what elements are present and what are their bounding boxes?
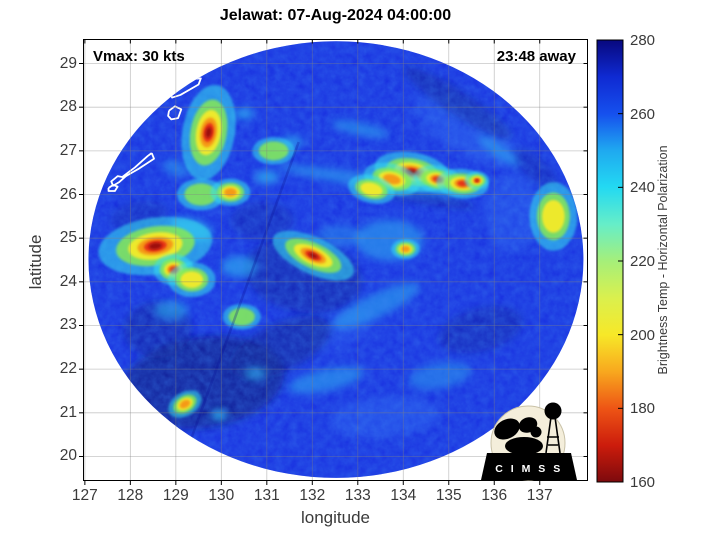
coastline-contour: [107, 183, 119, 192]
water-tower-legs-icon: [545, 416, 561, 454]
colorbar-tick-label: 200: [630, 326, 656, 344]
y-tick-label: 25: [59, 229, 77, 247]
x-tick-label: 135: [435, 487, 462, 504]
y-tick-label: 21: [59, 403, 77, 421]
y-tick-label: 28: [59, 98, 77, 116]
x-tick-label: 133: [344, 487, 371, 504]
y-tick-label: 29: [59, 54, 77, 72]
logo-ground: [505, 437, 543, 455]
coastline-contour: [167, 105, 183, 121]
plot-title: Jelawat: 07-Aug-2024 04:00:00: [219, 7, 452, 24]
vmax-annotation: Vmax: 30 kts: [93, 48, 185, 65]
cimss-logo: C I M S S: [481, 402, 577, 481]
plot-border: [83, 39, 588, 481]
x-tick-label: 127: [71, 487, 98, 504]
x-axis-label: longitude: [300, 508, 370, 527]
x-tick-label: 137: [526, 487, 553, 504]
x-tick-label: 130: [208, 487, 235, 504]
colorbar-tick-label: 180: [630, 400, 656, 418]
x-tick-label: 131: [253, 487, 280, 504]
y-tick-label: 27: [59, 141, 77, 159]
satellite-disk: [88, 41, 584, 478]
convective-cell: [148, 242, 162, 250]
colorbar-tick-label: 160: [630, 474, 656, 491]
convective-cell: [228, 307, 255, 326]
convective-cell: [184, 183, 218, 206]
logo-text: C I M S S: [495, 463, 562, 475]
colorbar-tick-label: 260: [630, 105, 656, 123]
colorbar-tick-label: 280: [630, 32, 656, 49]
convective-cell: [258, 141, 289, 161]
convective-cell: [360, 182, 383, 197]
colorbar-tick-label: 220: [630, 253, 656, 270]
convective-cell: [180, 271, 204, 288]
convective-cell: [205, 127, 212, 138]
convective-cell: [224, 187, 237, 197]
convective-cell: [542, 199, 565, 233]
water-tower-tank-icon: [544, 402, 562, 420]
x-tick-label: 134: [390, 487, 417, 504]
x-tick-label: 132: [299, 487, 326, 504]
dome-icon: [530, 426, 542, 438]
convective-cell: [308, 252, 318, 259]
satellite-dish-icon: [494, 418, 520, 440]
convective-cell: [475, 179, 479, 182]
logo-banner: [481, 453, 577, 480]
convective-cell: [401, 245, 411, 253]
colorbar-tick-label: 240: [630, 179, 656, 197]
y-tick-label: 26: [59, 185, 77, 203]
x-tick-label: 129: [162, 487, 189, 504]
y-tick-label: 23: [59, 316, 77, 334]
axis-tick-marks: [79, 39, 588, 485]
coastline-contour: [110, 152, 155, 187]
eta-annotation: 23:48 away: [496, 48, 576, 65]
y-tick-label: 24: [59, 272, 77, 290]
y-tick-label: 20: [59, 447, 77, 465]
gridlines: [83, 39, 588, 481]
y-tick-label: 22: [59, 360, 77, 378]
x-tick-label: 136: [481, 487, 508, 504]
plot-area: [88, 41, 584, 478]
convective-cell: [179, 399, 191, 409]
swath-seam: [188, 141, 300, 444]
x-tick-label: 128: [117, 487, 144, 504]
